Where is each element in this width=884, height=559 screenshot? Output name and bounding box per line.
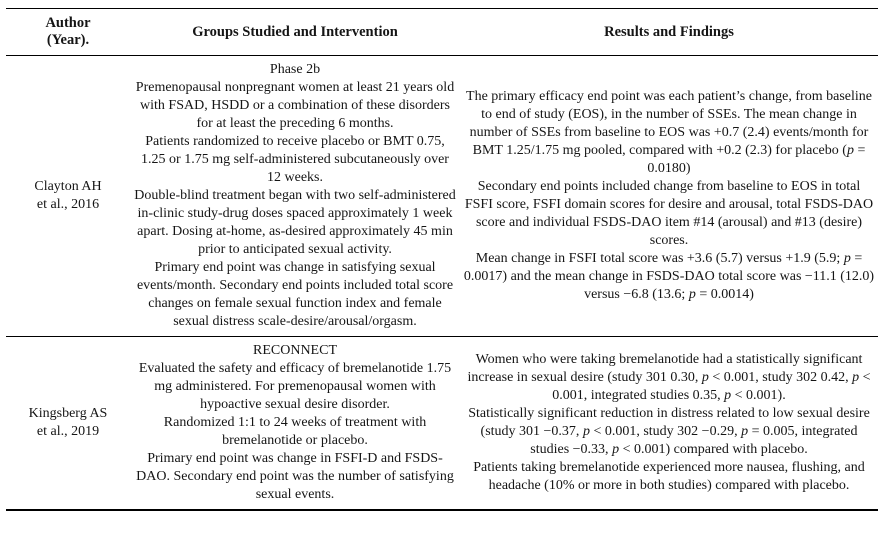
results-findings-cell: The primary efficacy end point was each …	[460, 56, 878, 337]
col-header-results-label: Results and Findings	[604, 23, 734, 40]
author-line: Clayton AH	[34, 179, 102, 194]
table-header: Author (Year). Groups Studied and Interv…	[6, 8, 878, 56]
groups-paragraph: Double-blind treatment began with two se…	[134, 188, 456, 257]
col-header-groups-label: Groups Studied and Intervention	[192, 23, 398, 40]
groups-intervention-cell: Phase 2b Premenopausal nonpregnant women …	[130, 56, 460, 337]
study-table: Author (Year). Groups Studied and Interv…	[6, 8, 878, 511]
groups-intervention-cell: RECONNECT Evaluated the safety and effica…	[130, 336, 460, 510]
results-findings-cell: Women who were taking bremelanotide had …	[460, 336, 878, 510]
col-header-groups: Groups Studied and Intervention	[130, 8, 460, 56]
groups-paragraph: Primary end point was change in FSFI-D a…	[136, 451, 454, 502]
col-header-author-label: Author (Year).	[45, 15, 91, 48]
author-line: Kingsberg AS	[28, 406, 108, 421]
results-paragraph: Statistically significant reduction in d…	[468, 406, 870, 457]
author-cell: Kingsberg AS et al., 2019	[6, 336, 130, 510]
col-header-author: Author (Year).	[6, 8, 130, 56]
results-paragraph: The primary efficacy end point was each …	[466, 89, 872, 176]
results-paragraph: Secondary end points included change fro…	[464, 179, 874, 248]
results-paragraph: Mean change in FSFI total score was +3.6…	[463, 251, 875, 302]
author-line: et al., 2019	[36, 424, 100, 439]
groups-paragraph: RECONNECT	[253, 343, 337, 358]
groups-paragraph: Premenopausal nonpregnant women at least…	[135, 80, 455, 131]
groups-paragraph: Patients randomized to receive placebo o…	[141, 134, 449, 185]
author-line: et al., 2016	[36, 197, 100, 212]
study-table-body: Clayton AH et al., 2016 Phase 2b Premenopau…	[6, 56, 878, 510]
groups-paragraph: Randomized 1:1 to 24 weeks of treatment …	[163, 415, 427, 448]
results-paragraph: Patients taking bremelanotide experience…	[473, 460, 865, 493]
author-cell: Clayton AH et al., 2016	[6, 56, 130, 337]
groups-paragraph: Evaluated the safety and efficacy of bre…	[138, 361, 452, 412]
groups-paragraph: Primary end point was change in satisfyi…	[136, 260, 454, 329]
header-row: Author (Year). Groups Studied and Interv…	[6, 8, 878, 56]
groups-paragraph: Phase 2b	[269, 62, 321, 77]
table-row: Kingsberg AS et al., 2019 RECONNECT Evaluat…	[6, 336, 878, 510]
table-row: Clayton AH et al., 2016 Phase 2b Premenopau…	[6, 56, 878, 337]
results-paragraph: Women who were taking bremelanotide had …	[467, 352, 871, 403]
col-header-results: Results and Findings	[460, 8, 878, 56]
